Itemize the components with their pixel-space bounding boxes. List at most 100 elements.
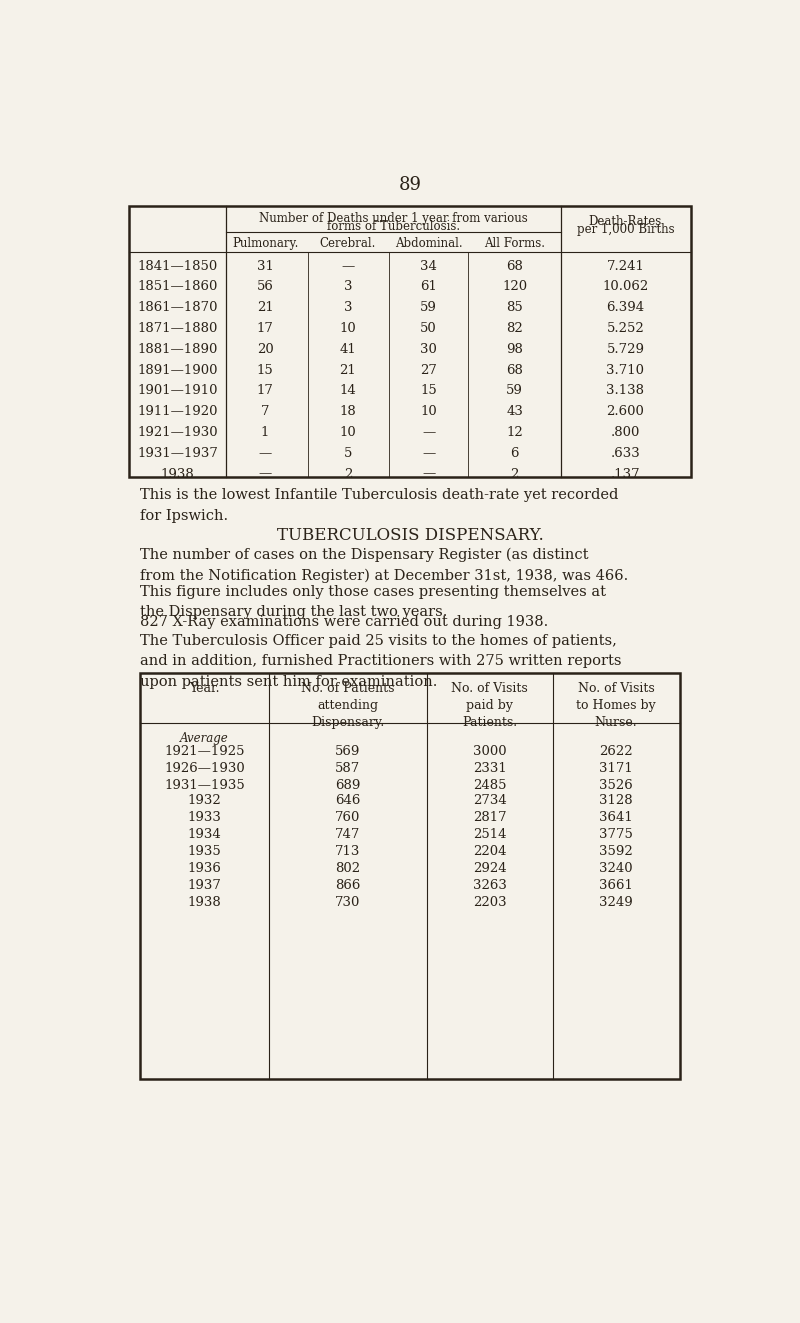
Text: —: —: [422, 426, 435, 439]
Text: 1935: 1935: [188, 845, 222, 857]
Text: 827 X-Ray examinations were carried out during 1938.: 827 X-Ray examinations were carried out …: [140, 615, 549, 630]
Text: .137: .137: [610, 467, 640, 480]
Text: 587: 587: [335, 762, 361, 775]
Text: 2734: 2734: [473, 794, 506, 807]
Text: 68: 68: [506, 364, 523, 377]
Text: 18: 18: [340, 405, 356, 418]
Text: 50: 50: [420, 321, 437, 335]
Text: 1901—1910: 1901—1910: [138, 385, 218, 397]
Text: No. of Patients
attending
Dispensary.: No. of Patients attending Dispensary.: [302, 681, 394, 729]
Text: 3000: 3000: [473, 745, 506, 758]
Text: Number of Deaths under 1 year from various: Number of Deaths under 1 year from vario…: [259, 212, 528, 225]
Text: Year.: Year.: [190, 681, 220, 695]
Text: 10: 10: [420, 405, 437, 418]
Text: 3: 3: [344, 280, 352, 294]
Text: 120: 120: [502, 280, 527, 294]
Text: 1: 1: [261, 426, 270, 439]
Text: 34: 34: [420, 259, 437, 273]
Text: 21: 21: [257, 302, 274, 314]
Text: 3128: 3128: [599, 794, 633, 807]
Text: 98: 98: [506, 343, 523, 356]
Text: Abdominal.: Abdominal.: [394, 237, 462, 250]
Text: 1841—1850: 1841—1850: [138, 259, 218, 273]
Text: Death-Rates: Death-Rates: [589, 214, 662, 228]
Text: —: —: [422, 467, 435, 480]
Text: 1938: 1938: [188, 896, 222, 909]
Text: 17: 17: [257, 321, 274, 335]
Text: This is the lowest Infantile Tuberculosis death-rate yet recorded
for Ipswich.: This is the lowest Infantile Tuberculosi…: [140, 488, 618, 523]
Text: 59: 59: [506, 385, 523, 397]
Text: 730: 730: [335, 896, 361, 909]
Text: 5.252: 5.252: [606, 321, 644, 335]
Text: —: —: [342, 259, 354, 273]
Text: 3.710: 3.710: [606, 364, 645, 377]
Text: 7.241: 7.241: [606, 259, 644, 273]
Bar: [140, 673, 680, 1080]
Text: 802: 802: [335, 861, 361, 875]
Text: 5.729: 5.729: [606, 343, 645, 356]
Text: 30: 30: [420, 343, 437, 356]
Text: 1933: 1933: [188, 811, 222, 824]
Text: 1934: 1934: [188, 828, 222, 841]
Text: 15: 15: [420, 385, 437, 397]
Text: 2817: 2817: [473, 811, 506, 824]
Text: 2622: 2622: [599, 745, 633, 758]
Text: 2204: 2204: [473, 845, 506, 857]
Text: 3171: 3171: [599, 762, 633, 775]
Text: 1931—1935: 1931—1935: [164, 779, 245, 791]
Text: 5: 5: [344, 447, 352, 459]
Text: 1921—1930: 1921—1930: [137, 426, 218, 439]
Text: 10: 10: [340, 426, 356, 439]
Text: 31: 31: [257, 259, 274, 273]
Text: .633: .633: [610, 447, 640, 459]
Text: .800: .800: [610, 426, 640, 439]
Text: 61: 61: [420, 280, 437, 294]
Text: 1851—1860: 1851—1860: [138, 280, 218, 294]
Text: 6.394: 6.394: [606, 302, 645, 314]
Text: forms of Tuberculosis.: forms of Tuberculosis.: [327, 221, 460, 233]
Text: 646: 646: [335, 794, 361, 807]
Text: per 1,000 Births: per 1,000 Births: [577, 224, 674, 237]
Text: 7: 7: [261, 405, 270, 418]
Text: 3526: 3526: [599, 779, 633, 791]
Text: 1938: 1938: [161, 467, 194, 480]
Text: 1921—1925: 1921—1925: [164, 745, 245, 758]
Text: 3: 3: [344, 302, 352, 314]
Text: 59: 59: [420, 302, 437, 314]
Text: Average: Average: [180, 733, 229, 745]
Text: 713: 713: [335, 845, 361, 857]
Text: 3661: 3661: [599, 878, 633, 892]
Text: 3249: 3249: [599, 896, 633, 909]
Text: —: —: [258, 467, 272, 480]
Text: 866: 866: [335, 878, 361, 892]
Text: 2331: 2331: [473, 762, 506, 775]
Text: TUBERCULOSIS DISPENSARY.: TUBERCULOSIS DISPENSARY.: [277, 527, 543, 544]
Text: This figure includes only those cases presenting themselves at
the Dispensary du: This figure includes only those cases pr…: [140, 585, 606, 619]
Text: 1926—1930: 1926—1930: [164, 762, 245, 775]
Text: 1891—1900: 1891—1900: [138, 364, 218, 377]
Text: —: —: [258, 447, 272, 459]
Text: 68: 68: [506, 259, 523, 273]
Text: 1932: 1932: [188, 794, 222, 807]
Text: 6: 6: [510, 447, 519, 459]
Text: 3.138: 3.138: [606, 385, 645, 397]
Text: 3592: 3592: [599, 845, 633, 857]
Text: 85: 85: [506, 302, 523, 314]
Text: 3641: 3641: [599, 811, 633, 824]
Text: 2485: 2485: [473, 779, 506, 791]
Text: 1911—1920: 1911—1920: [138, 405, 218, 418]
Text: 89: 89: [398, 176, 422, 194]
Text: 10.062: 10.062: [602, 280, 649, 294]
Text: 82: 82: [506, 321, 523, 335]
Bar: [130, 206, 690, 476]
Text: 2924: 2924: [473, 861, 506, 875]
Text: 21: 21: [340, 364, 356, 377]
Text: All Forms.: All Forms.: [484, 237, 545, 250]
Text: 3263: 3263: [473, 878, 506, 892]
Text: 1931—1937: 1931—1937: [137, 447, 218, 459]
Text: 27: 27: [420, 364, 437, 377]
Text: 3240: 3240: [599, 861, 633, 875]
Text: 1871—1880: 1871—1880: [138, 321, 218, 335]
Text: 43: 43: [506, 405, 523, 418]
Text: 41: 41: [340, 343, 356, 356]
